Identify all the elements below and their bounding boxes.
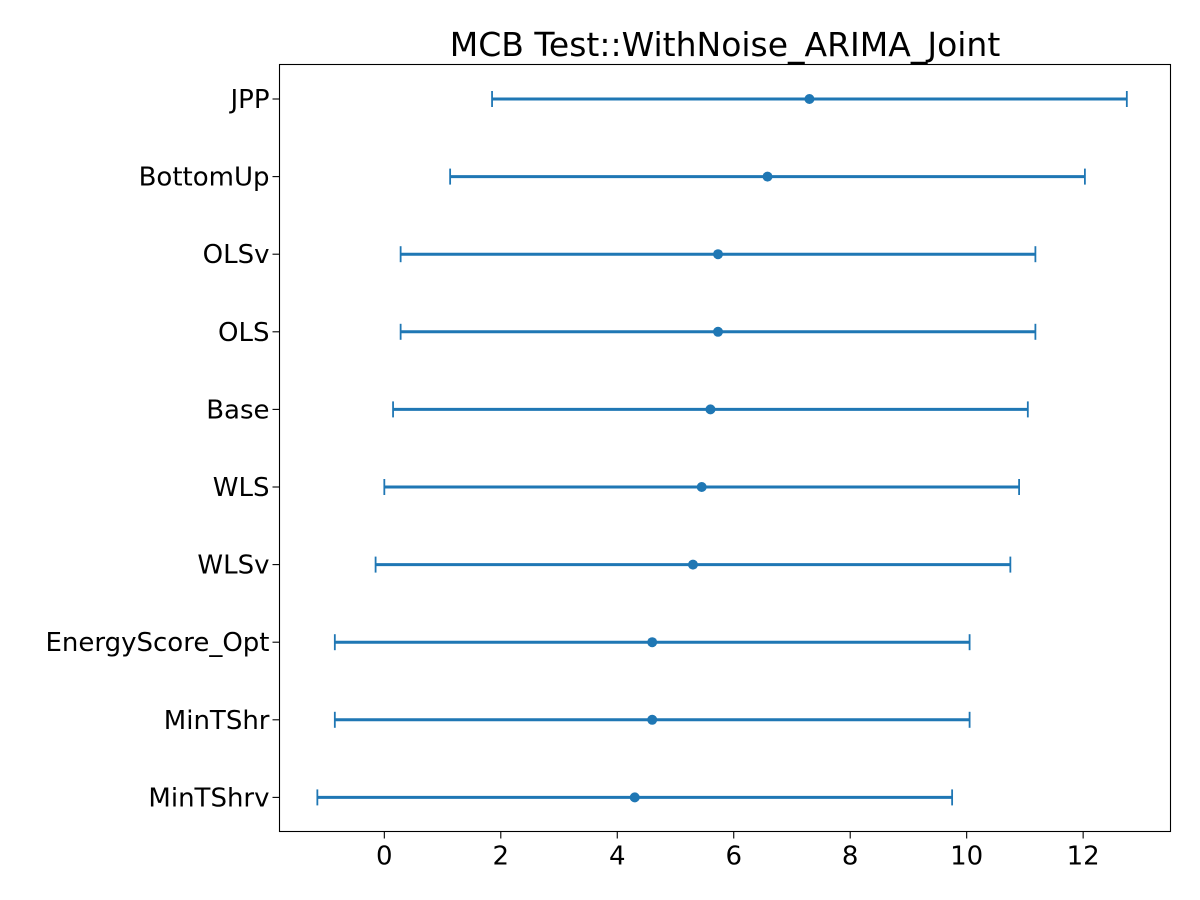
chart-marks: 0 2 4 6 8 10 12 JPP BottomUp OLSv OLS Base WLS WLSv En… (45, 85, 1128, 872)
y-tick-label: MinTShrv (148, 783, 269, 813)
y-tick-label: WLS (213, 473, 270, 503)
y-tick-label: BottomUp (139, 163, 270, 193)
y-tick-label: MinTShr (164, 706, 270, 736)
mean-point (713, 249, 724, 260)
x-tick-label: 4 (609, 842, 626, 872)
mean-point (647, 714, 658, 725)
x-tick-label: 0 (376, 842, 393, 872)
y-tick-label: JPP (228, 85, 269, 115)
mean-point (629, 792, 640, 803)
y-tick-label: OLSv (203, 240, 270, 270)
mean-point (647, 637, 658, 648)
mean-point (687, 559, 698, 570)
mean-point (804, 94, 815, 104)
mean-point (713, 326, 724, 337)
mean-point (705, 404, 716, 415)
y-tick-label: WLSv (197, 551, 269, 581)
y-tick-label: EnergyScore_Opt (45, 628, 269, 658)
chart-title: MCB Test::WithNoise_ARIMA_Joint (450, 25, 1001, 64)
y-tick-label: Base (206, 395, 269, 425)
x-tick-label: 12 (1067, 842, 1100, 872)
mean-point (762, 171, 773, 182)
axes-frame (278, 63, 1172, 833)
x-tick-label: 10 (950, 842, 983, 872)
x-tick-label: 8 (842, 842, 859, 872)
x-tick-label: 2 (493, 842, 510, 872)
y-tick-label: OLS (218, 318, 269, 348)
x-tick-label: 6 (725, 842, 742, 872)
mean-point (696, 482, 707, 492)
